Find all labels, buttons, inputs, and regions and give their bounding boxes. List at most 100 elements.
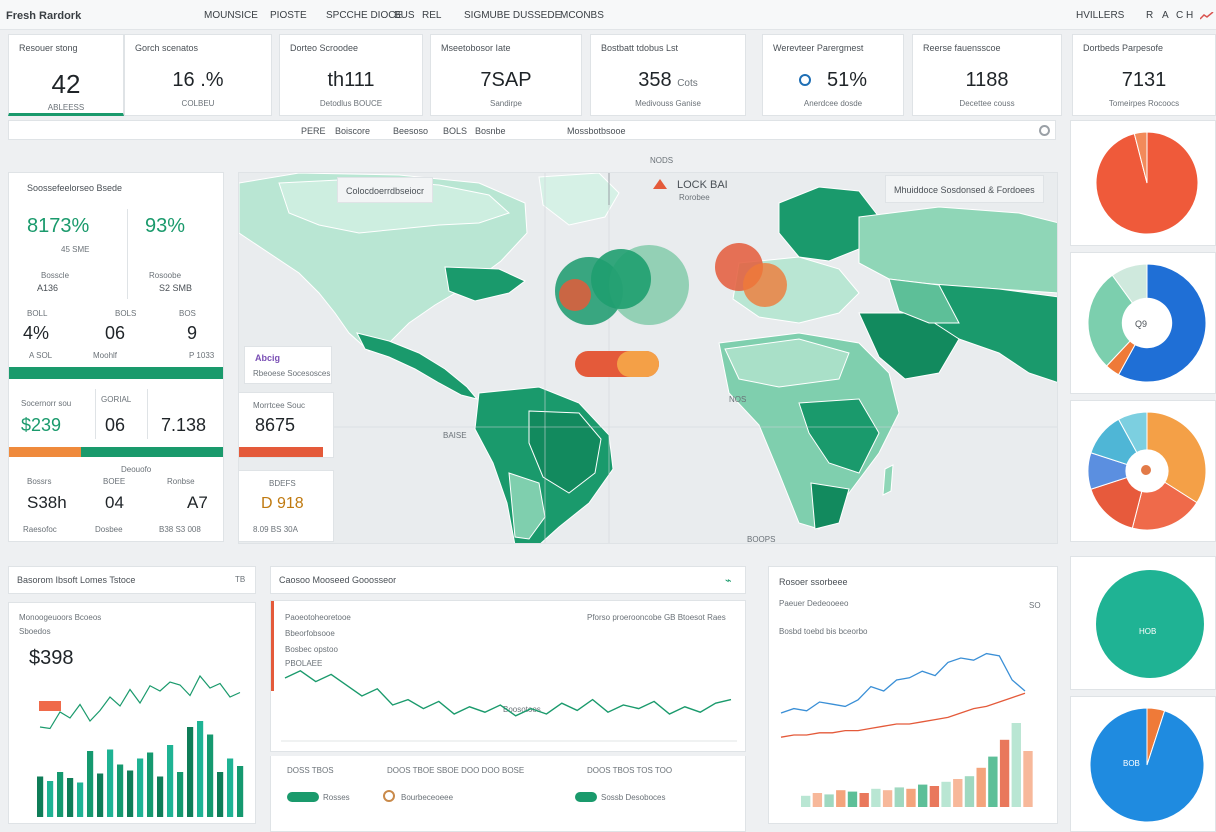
- bar: [147, 752, 154, 817]
- legend-icon[interactable]: [383, 790, 395, 802]
- nav-item[interactable]: BUS: [394, 10, 415, 21]
- donut-chart: [1087, 411, 1207, 531]
- nav-item[interactable]: REL: [422, 10, 442, 21]
- kpi-card[interactable]: Bostbatt tdobus Lst 358 Cots Medivouss G…: [590, 34, 746, 116]
- bar: [894, 787, 904, 807]
- map-label: NOS: [729, 395, 747, 404]
- header-action[interactable]: A: [1162, 10, 1169, 21]
- map-panel[interactable]: Colocdoerrdbseiocr Mhuiddoce Sosdonsed &…: [238, 172, 1058, 544]
- range-pill-fill: [617, 351, 659, 377]
- kpi-sub: Detodlus BOUCE: [319, 99, 383, 108]
- kpi-card[interactable]: Mseetobosor Iate 7SAP Sandirpe: [430, 34, 582, 116]
- bottom-mid-chart-card[interactable]: Paoeotoheoretooe Pforso proerooncobe GB …: [270, 600, 746, 752]
- legend-label: Sossb Desoboces: [601, 793, 666, 802]
- secondary-card[interactable]: BDEFS D 918 8.09 BS 30A: [238, 470, 334, 542]
- region-south-cone: [508, 472, 546, 540]
- chart-title: Paoeotoheoretooe: [285, 613, 351, 622]
- kpi-value: 1188: [965, 69, 1009, 91]
- divider: [95, 389, 96, 439]
- kpi-card[interactable]: Dorteo Scroodee th111 Detodlus BOUCE: [279, 34, 423, 116]
- bar: [57, 772, 64, 817]
- progress-bar: [9, 447, 223, 457]
- kpi-sub: ABLEESS: [47, 103, 85, 112]
- filter-item[interactable]: Boiscore: [335, 126, 371, 136]
- legend-chip[interactable]: [575, 792, 597, 802]
- donut-card[interactable]: HOB: [1070, 556, 1216, 690]
- nav-item[interactable]: MOUNSICE: [204, 10, 258, 21]
- filter-item[interactable]: Bosnbe: [475, 126, 506, 136]
- user-name[interactable]: HVILLERS: [1076, 10, 1125, 21]
- divider: [127, 209, 128, 299]
- bottom-left-chart-card[interactable]: Monoogeuoors Bcoeos Sboedos $398: [8, 602, 256, 824]
- donut-card[interactable]: [1070, 400, 1216, 542]
- chart-note: Bbeorfobsooe: [285, 629, 335, 638]
- summary-card[interactable]: Morrtcee Souc 8675: [238, 392, 334, 458]
- bottom-right-chart-card[interactable]: Rosoer ssorbeee Paeuer Dedeooeeo SO Bosb…: [768, 566, 1058, 824]
- filter-item[interactable]: Mossbotbsooe: [567, 126, 626, 136]
- kpi-card[interactable]: Resouer stong 42 ABLEESS: [8, 34, 124, 116]
- bar: [177, 772, 184, 817]
- bar: [953, 779, 963, 807]
- bar: [847, 791, 858, 807]
- line-chart: [281, 669, 737, 742]
- footer-text: DOSS TBOS: [287, 766, 334, 775]
- row1-label: Rosoobe: [149, 271, 182, 280]
- bar: [999, 739, 1010, 807]
- bar: [1011, 723, 1021, 807]
- row4-sub: Dosbee: [95, 525, 123, 534]
- nav-item[interactable]: SIGMUBE DUSSEDE: [464, 10, 562, 21]
- legend-chip[interactable]: [287, 792, 319, 802]
- row1-label: Bosscle: [41, 271, 70, 280]
- filter-item[interactable]: Beesoso: [393, 126, 429, 136]
- region-north-africa: [724, 338, 850, 388]
- kpi-card[interactable]: Gorch scenatos 16 .% COLBEU: [124, 34, 272, 116]
- region-mexico: [356, 332, 479, 400]
- region-south-africa: [810, 482, 850, 530]
- kpi-value: 42: [51, 69, 81, 99]
- pie-label: HOB: [1139, 627, 1157, 636]
- donut-card[interactable]: BOB: [1070, 696, 1216, 832]
- nav-item[interactable]: MCONBS: [560, 10, 604, 21]
- donut-card[interactable]: Q9: [1070, 252, 1216, 394]
- series-line: [780, 652, 1026, 714]
- header-action[interactable]: R: [1146, 10, 1154, 21]
- kpi-value-number: 358: [638, 69, 672, 91]
- nav-item[interactable]: PIOSTE: [270, 10, 307, 21]
- bubble-marker: [559, 279, 591, 311]
- chart-axis: SO: [1029, 601, 1041, 610]
- bar: [187, 727, 194, 817]
- filter-bar: PERE Boiscore Beesoso BOLS Bosnbe Mossbo…: [8, 120, 1056, 140]
- donut-card[interactable]: [1070, 120, 1216, 246]
- bar: [137, 758, 144, 817]
- map-title: Colocdoerrdbseiocr: [346, 186, 425, 196]
- metric-a-sub: 45 SME: [61, 245, 90, 254]
- kpi-card[interactable]: Reerse fauensscoe 1188 Decettee couss: [912, 34, 1062, 116]
- map-label: BOOPS: [747, 535, 776, 544]
- kpi-sub: Sandirpe: [489, 99, 523, 108]
- settings-icon[interactable]: [1039, 125, 1050, 136]
- kpi-card[interactable]: Dortbeds Parpesofe 7131 Tomeirpes Rocooc…: [1072, 34, 1216, 116]
- filter-item[interactable]: BOLS: [443, 126, 468, 136]
- map-label: BAISE: [443, 431, 467, 440]
- row4-label: Deouofo: [121, 465, 152, 474]
- row2-label: BOLS: [115, 309, 137, 318]
- kpi-label: Mseetobosor Iate: [441, 43, 511, 53]
- filter-item[interactable]: PERE: [301, 126, 326, 136]
- metric-b: 93%: [145, 215, 186, 237]
- map-legend-chip[interactable]: Mhuiddoce Sosdonsed & Fordoees: [885, 175, 1044, 203]
- nav-item[interactable]: SPCCHE DIOCE: [326, 10, 403, 21]
- map-pin-icon[interactable]: [653, 179, 667, 189]
- kpi-card[interactable]: Werevteer Parergmest 51% Anerdcee dosde: [762, 34, 904, 116]
- panel-header: Basorom Ibsoft Lomes Tstoce: [17, 575, 136, 585]
- secondary-sub: 8.09 BS 30A: [253, 525, 298, 534]
- chart-right-title: Pforso proerooncobe GB Btoesot Raes: [587, 613, 726, 622]
- brand-title: Fresh Rardork: [6, 10, 82, 22]
- combo-chart: [780, 652, 1033, 807]
- row2-sub: P 1033: [189, 351, 215, 360]
- row3-head: GORIAL: [101, 395, 132, 404]
- row3-value: $239: [21, 415, 62, 435]
- row2-value: 4%: [23, 323, 50, 343]
- world-map[interactable]: [239, 173, 1058, 544]
- marker-title: LOCK BAI: [677, 179, 728, 191]
- header-action[interactable]: C H: [1176, 10, 1194, 21]
